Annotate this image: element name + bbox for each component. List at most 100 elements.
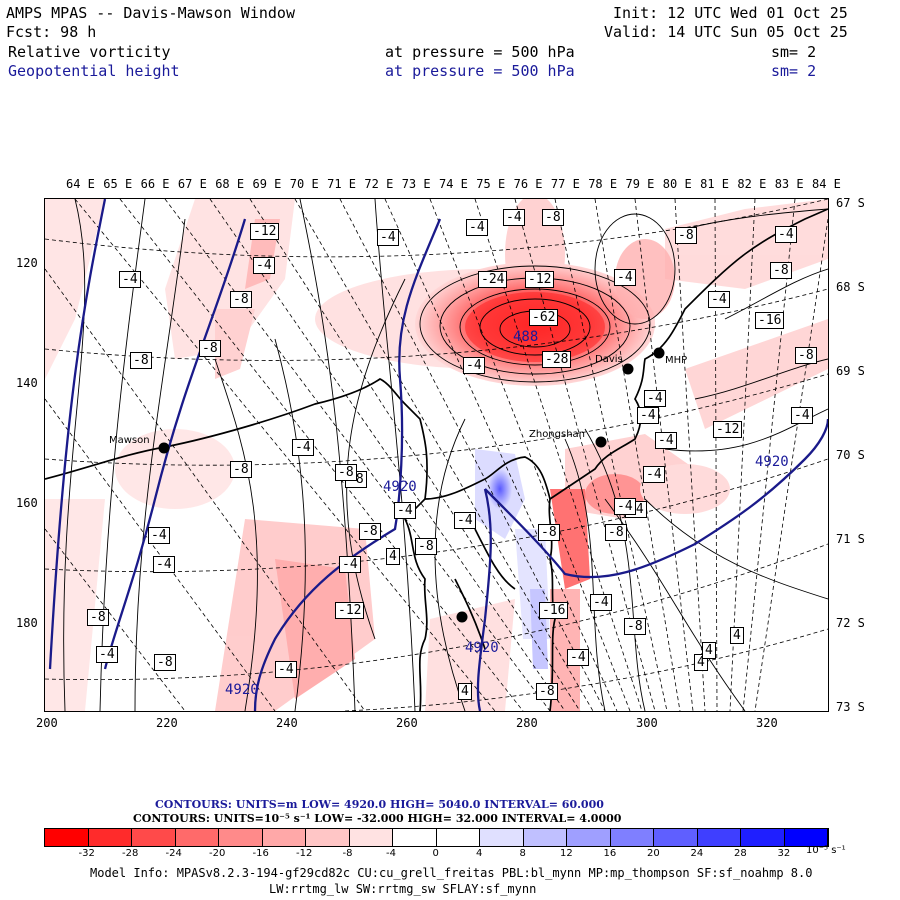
longitude-label: 78 E <box>588 177 618 191</box>
x-tick-label: 320 <box>756 716 778 730</box>
longitude-label: 71 E <box>327 177 356 191</box>
latitude-label: 72 S <box>836 616 865 630</box>
forecast-hour: Fcst: 98 h <box>6 23 97 41</box>
field1-name: Relative vorticity <box>8 43 171 61</box>
vorticity-label: -4 <box>614 498 636 515</box>
longitude-label: 68 E <box>215 177 245 191</box>
colorbar-tick: 0 <box>432 848 439 859</box>
vorticity-label: -4 <box>775 226 797 243</box>
colorbar <box>44 828 829 847</box>
longitude-label: 69 E <box>252 177 282 191</box>
longitude-label: 76 E <box>513 177 543 191</box>
field2-smoothing: sm= 2 <box>771 62 817 80</box>
colorbar-tick: -4 <box>386 848 396 859</box>
height-label-left: 4920 <box>225 682 259 698</box>
vorticity-label: -8 <box>675 227 697 244</box>
colorbar-segment <box>610 829 654 846</box>
vorticity-label: -4 <box>644 390 666 407</box>
colorbar-segment <box>393 829 437 846</box>
vorticity-label: 4 <box>386 548 400 565</box>
map-panel[interactable]: Mawson Zhongshan Davis MHP 488 4920 4920… <box>44 198 829 712</box>
field2-level: at pressure = 500 hPa <box>385 62 575 80</box>
colorbar-tick: 4 <box>476 848 483 859</box>
vorticity-label: -4 <box>454 512 476 529</box>
vorticity-label: -8 <box>230 461 252 478</box>
vorticity-contour-info: CONTOURS: UNITS=10⁻⁵ s⁻¹ LOW= -32.000 HI… <box>133 812 622 825</box>
longitude-label: 79 E <box>625 177 655 191</box>
longitude-label: 65 E <box>103 177 133 191</box>
vorticity-label: -24 <box>478 271 508 288</box>
vorticity-label: -4 <box>292 439 314 456</box>
colorbar-tick: -28 <box>122 848 139 859</box>
vorticity-label: -16 <box>539 602 569 619</box>
vorticity-label: -4 <box>637 407 659 424</box>
height-contour-info: CONTOURS: UNITS=m LOW= 4920.0 HIGH= 5040… <box>155 798 604 811</box>
vorticity-label: -4 <box>791 407 813 424</box>
colorbar-segment <box>349 829 393 846</box>
colorbar-segment <box>697 829 741 846</box>
valid-time: Valid: 14 UTC Sun 05 Oct 25 <box>604 23 848 41</box>
vorticity-label: -8 <box>154 654 176 671</box>
x-tick-label: 280 <box>516 716 538 730</box>
vorticity-label: -4 <box>96 646 118 663</box>
vorticity-label: -4 <box>394 502 416 519</box>
colorbar-tick: 24 <box>690 848 704 859</box>
vorticity-label: -16 <box>755 312 785 329</box>
field1-smoothing: sm= 2 <box>771 43 817 61</box>
field1-level: at pressure = 500 hPa <box>385 43 575 61</box>
colorbar-tick: 20 <box>647 848 660 859</box>
colorbar-tick: 32 <box>777 848 791 859</box>
zhongshan-station-dot <box>595 436 607 448</box>
longitude-label: 66 E <box>140 177 170 191</box>
colorbar-tick: -12 <box>296 848 313 859</box>
longitude-label: 72 E <box>364 177 394 191</box>
colorbar-segment <box>45 829 89 846</box>
vorticity-label: -12 <box>250 223 280 240</box>
x-tick-label: 260 <box>396 716 418 730</box>
vorticity-label: -4 <box>275 661 297 678</box>
latitude-label: 67 S <box>836 196 865 210</box>
vorticity-label: -4 <box>463 357 485 374</box>
model-info-line1: Model Info: MPASv8.2.3-194-gf29cd82c CU:… <box>90 866 813 880</box>
colorbar-tick: 12 <box>560 848 573 859</box>
colorbar-tick: 28 <box>734 848 747 859</box>
vorticity-label: -8 <box>605 524 627 541</box>
height-label-bottom: 4920 <box>465 640 499 656</box>
longitude-label: 67 E <box>177 177 207 191</box>
longitude-label: 77 E <box>550 177 580 191</box>
vorticity-label: -8 <box>795 347 817 364</box>
colorbar-segment <box>88 829 132 846</box>
longitude-label: 81 E <box>700 177 729 191</box>
y-tick-label: 160 <box>16 496 38 510</box>
vorticity-label: -8 <box>199 340 221 357</box>
vorticity-label: -8 <box>335 464 357 481</box>
y-tick-label: 120 <box>16 256 38 270</box>
colorbar-tick: 16 <box>603 848 617 859</box>
field2-name: Geopotential height <box>8 62 180 80</box>
colorbar-tick: -8 <box>342 848 353 859</box>
vorticity-label: -8 <box>415 538 437 555</box>
station-mhp: MHP <box>665 355 688 366</box>
vorticity-label: -8 <box>536 683 558 700</box>
latitude-label: 70 S <box>836 448 865 462</box>
height-label-low: 488 <box>513 329 539 345</box>
vorticity-label: -12 <box>335 602 365 619</box>
vorticity-label: -4 <box>253 257 275 274</box>
height-contours <box>48 199 828 711</box>
latitude-label: 68 S <box>836 280 865 294</box>
vorticity-label: -4 <box>503 209 525 226</box>
vorticity-label: -12 <box>525 271 555 288</box>
colorbar-segment <box>175 829 219 846</box>
latitude-label: 71 S <box>836 532 865 546</box>
vorticity-label: -4 <box>377 229 399 246</box>
colorbar-segment <box>523 829 567 846</box>
init-time: Init: 12 UTC Wed 01 Oct 25 <box>613 4 848 22</box>
vorticity-label: -4 <box>590 594 612 611</box>
vorticity-label: -4 <box>466 219 488 236</box>
colorbar-tick: 8 <box>519 848 526 859</box>
vorticity-label: -8 <box>624 618 646 635</box>
colorbar-segment <box>741 829 785 846</box>
vorticity-label: -4 <box>614 269 636 286</box>
station-zhongshan: Zhongshan <box>529 429 586 440</box>
latitude-label: 69 S <box>836 364 865 378</box>
